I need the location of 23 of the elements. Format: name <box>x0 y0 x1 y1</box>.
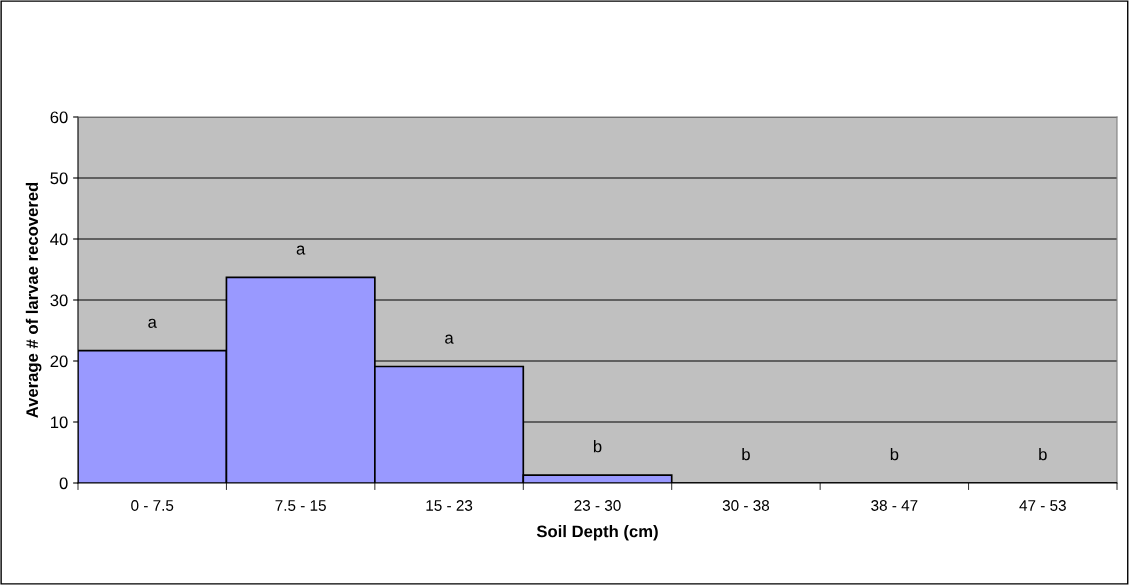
x-tick-label: 7.5 - 15 <box>275 500 326 511</box>
annotation: b <box>890 448 899 461</box>
x-tick-label: 30 - 38 <box>722 500 770 511</box>
annotation: a <box>296 245 306 255</box>
x-tick-label: 0 - 7.5 <box>131 500 174 511</box>
x-axis-title: Soil Depth (cm) <box>536 525 658 541</box>
y-tick-label: 50 <box>50 172 68 185</box>
x-tick-label: 15 - 23 <box>426 500 473 511</box>
annotation: a <box>148 318 157 328</box>
y-axis-title: Average # of larvae recovered <box>25 182 42 418</box>
annotation: b <box>593 440 602 453</box>
y-tick-label: 20 <box>50 355 68 368</box>
y-tick-label: 0 <box>59 477 68 490</box>
annotation: a <box>445 334 454 344</box>
y-tick-label: 30 <box>50 294 68 307</box>
y-tick-label: 40 <box>50 233 68 246</box>
y-tick-label: 60 <box>50 111 68 124</box>
x-tick-label: 23 - 30 <box>574 500 621 511</box>
annotation: b <box>742 448 750 461</box>
x-tick-label: 47 - 53 <box>1019 500 1066 511</box>
x-tick-label: 38 - 47 <box>871 500 918 511</box>
y-tick-label: 10 <box>51 416 68 429</box>
annotation: b <box>1039 448 1047 461</box>
